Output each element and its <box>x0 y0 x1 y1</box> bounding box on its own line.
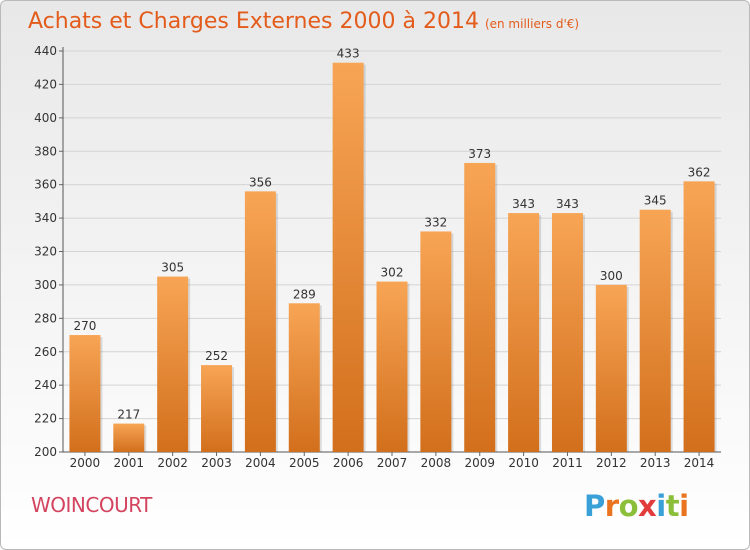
bar <box>376 281 408 452</box>
y-tick-label: 420 <box>34 77 57 91</box>
data-label: 300 <box>600 269 623 283</box>
bar <box>595 284 627 452</box>
data-label: 356 <box>249 175 272 189</box>
y-tick-label: 260 <box>34 345 57 359</box>
bar <box>420 231 452 452</box>
data-label: 289 <box>293 287 316 301</box>
data-label: 302 <box>381 266 404 280</box>
logo-letter: i <box>656 489 666 523</box>
x-tick-label: 2008 <box>421 456 452 470</box>
bar <box>551 213 583 452</box>
bars <box>69 62 717 453</box>
y-tick-label: 240 <box>34 378 57 392</box>
data-label: 373 <box>468 147 491 161</box>
logo-letter: o <box>618 489 639 523</box>
data-label: 343 <box>512 197 535 211</box>
commune-name: WOINCOURT <box>31 493 152 517</box>
data-labels: 270 217 305 252 356 289 433 302 332 373 343 343 300 3… <box>73 47 710 422</box>
chart-title-text: Achats et Charges Externes 2000 à 2014 <box>28 9 479 34</box>
bar <box>69 335 101 452</box>
x-tick-label: 2010 <box>508 456 539 470</box>
bar <box>508 213 540 452</box>
data-label: 305 <box>161 261 184 275</box>
bar <box>639 209 671 452</box>
bar <box>157 276 189 452</box>
logo-letter: t <box>665 489 680 523</box>
y-tick-label: 320 <box>34 245 57 259</box>
x-tick-label: 2009 <box>464 456 495 470</box>
data-label: 217 <box>117 408 140 422</box>
y-tick-label: 380 <box>34 144 57 158</box>
x-tick-label: 2002 <box>157 456 188 470</box>
data-label: 332 <box>424 215 447 229</box>
data-label: 343 <box>556 197 579 211</box>
x-tick-label: 2011 <box>552 456 583 470</box>
y-tick-label: 340 <box>34 211 57 225</box>
x-tick-labels: 2000 2001 2002 2003 2004 2005 2006 2007 2008 2009… <box>70 452 715 470</box>
x-tick-label: 2012 <box>596 456 627 470</box>
data-label: 252 <box>205 349 228 363</box>
y-tick-label: 400 <box>34 111 57 125</box>
x-tick-label: 2001 <box>114 456 145 470</box>
x-tick-label: 2006 <box>333 456 364 470</box>
data-label: 433 <box>337 47 360 61</box>
y-tick-label: 300 <box>34 278 57 292</box>
logo-letter: P <box>584 489 605 523</box>
data-label: 362 <box>688 165 711 179</box>
x-tick-label: 2004 <box>245 456 276 470</box>
y-tick-label: 220 <box>34 412 57 426</box>
proxiti-logo: Proxiti <box>584 489 689 523</box>
bar <box>332 62 364 453</box>
bar <box>244 191 276 452</box>
logo-letter: x <box>638 489 657 523</box>
bar <box>201 365 233 452</box>
y-tick-label: 200 <box>34 445 57 459</box>
x-tick-label: 2007 <box>377 456 408 470</box>
x-tick-label: 2013 <box>640 456 671 470</box>
x-tick-label: 2003 <box>201 456 232 470</box>
x-tick-label: 2014 <box>684 456 715 470</box>
bar <box>288 303 320 452</box>
chart-title: Achats et Charges Externes 2000 à 2014 (e… <box>28 9 579 34</box>
bar <box>113 423 145 452</box>
bar <box>464 162 496 452</box>
data-label: 345 <box>644 194 667 208</box>
logo-letter: i <box>679 489 689 523</box>
x-tick-label: 2000 <box>70 456 101 470</box>
logo-letter: r <box>604 489 619 523</box>
bar <box>683 181 715 452</box>
x-tick-label: 2005 <box>289 456 320 470</box>
data-label: 270 <box>73 319 96 333</box>
y-tick-label: 440 <box>34 44 57 58</box>
y-tick-label: 360 <box>34 178 57 192</box>
y-tick-label: 280 <box>34 311 57 325</box>
chart-unit: (en milliers d'€) <box>484 17 580 31</box>
y-tick-labels: 200 220 240 260 280 300 320 340 360 380 400 420 440 <box>34 44 57 459</box>
